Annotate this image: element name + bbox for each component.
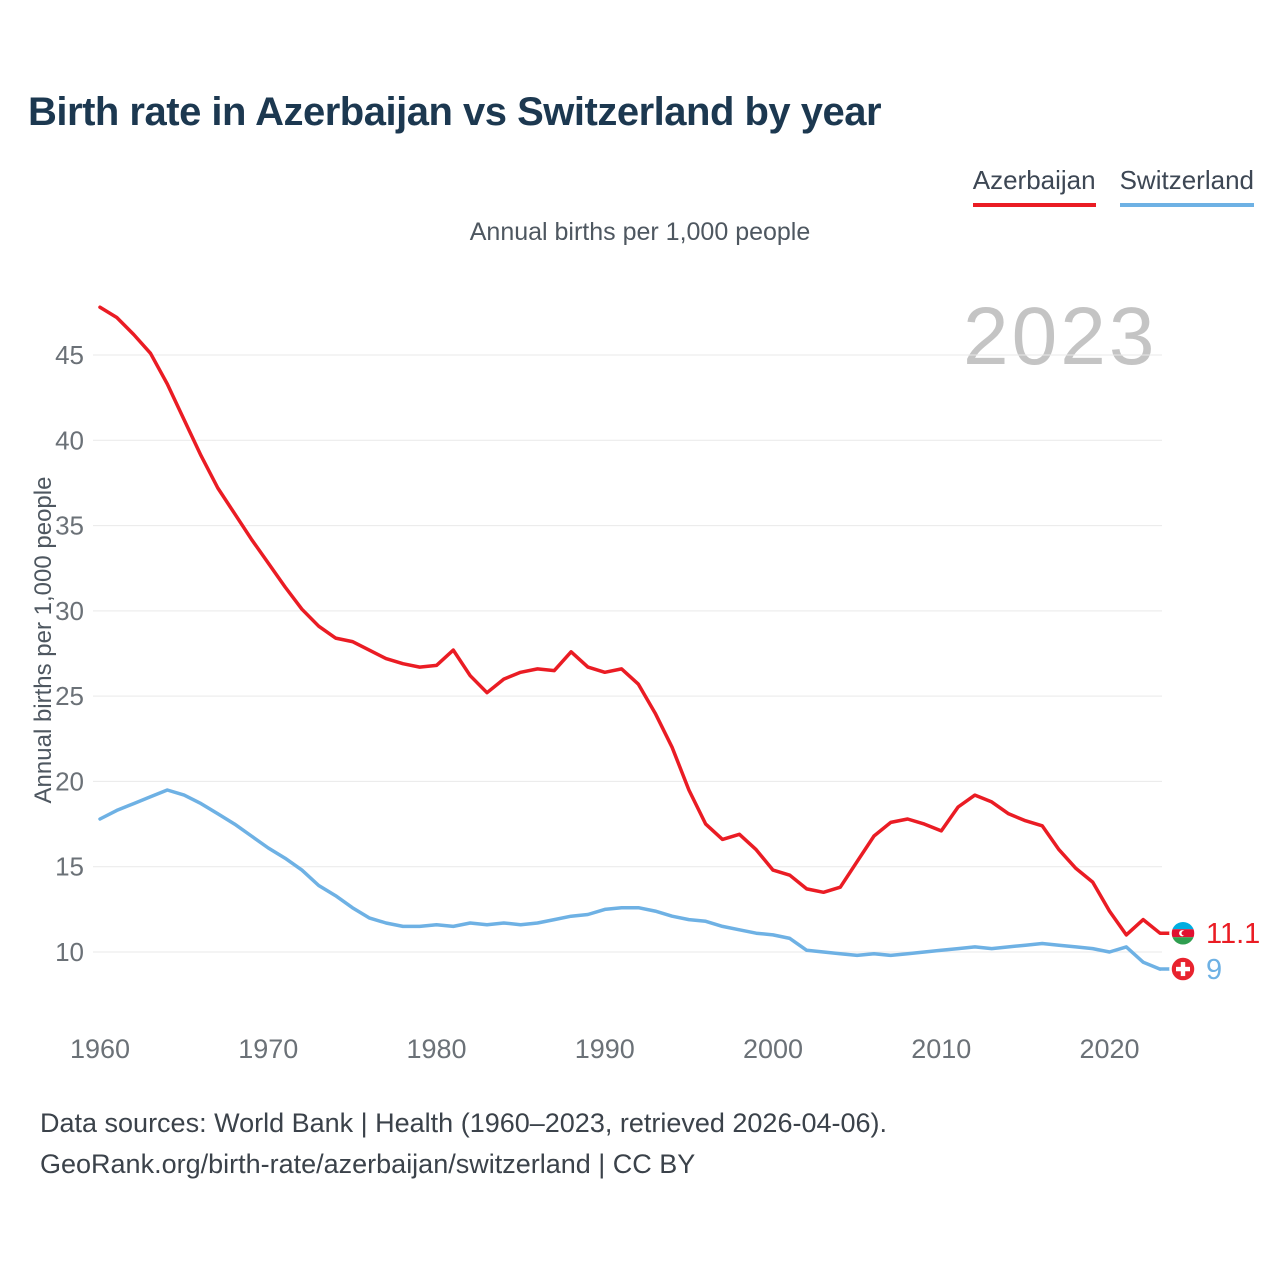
x-tick-label: 2010	[911, 1034, 971, 1064]
footer-line-2: GeoRank.org/birth-rate/azerbaijan/switze…	[40, 1149, 696, 1179]
footer-line-1: Data sources: World Bank | Health (1960–…	[40, 1108, 887, 1138]
data-sources: Data sources: World Bank | Health (1960–…	[40, 1103, 887, 1185]
azerbaijan-flag-icon	[1171, 921, 1195, 946]
y-tick-label: 35	[55, 511, 84, 541]
x-tick-label: 2000	[743, 1034, 803, 1064]
y-tick-label: 30	[55, 596, 84, 626]
y-tick-label: 45	[55, 340, 84, 370]
page-title: Birth rate in Azerbaijan vs Switzerland …	[28, 90, 882, 134]
azerbaijan-end-value: 11.1	[1206, 918, 1260, 950]
x-tick-label: 1960	[70, 1034, 130, 1064]
azerbaijan-line	[98, 305, 1162, 937]
year-watermark: 2023	[963, 291, 1158, 382]
x-tick-label: 1990	[575, 1034, 635, 1064]
y-tick-label: 40	[55, 425, 84, 455]
y-tick-label: 25	[55, 681, 84, 711]
x-tick-label: 1980	[406, 1034, 466, 1064]
x-tick-label: 2020	[1079, 1034, 1139, 1064]
y-tick-label: 20	[55, 766, 84, 796]
chart-legend: Azerbaijan Switzerland	[972, 165, 1254, 207]
legend-item-azerbaijan[interactable]: Azerbaijan	[972, 165, 1096, 207]
chart-subtitle: Annual births per 1,000 people	[469, 218, 811, 246]
switzerland-end-value: 9	[1206, 954, 1222, 986]
switzerland-line	[98, 788, 1162, 971]
x-tick-label: 1970	[238, 1034, 298, 1064]
y-tick-label: 10	[55, 937, 84, 967]
y-tick-label: 15	[55, 852, 84, 882]
gridlines: 10 15 20 25 30 35 40 45	[55, 340, 1162, 967]
legend-item-switzerland[interactable]: Switzerland	[1119, 165, 1254, 207]
